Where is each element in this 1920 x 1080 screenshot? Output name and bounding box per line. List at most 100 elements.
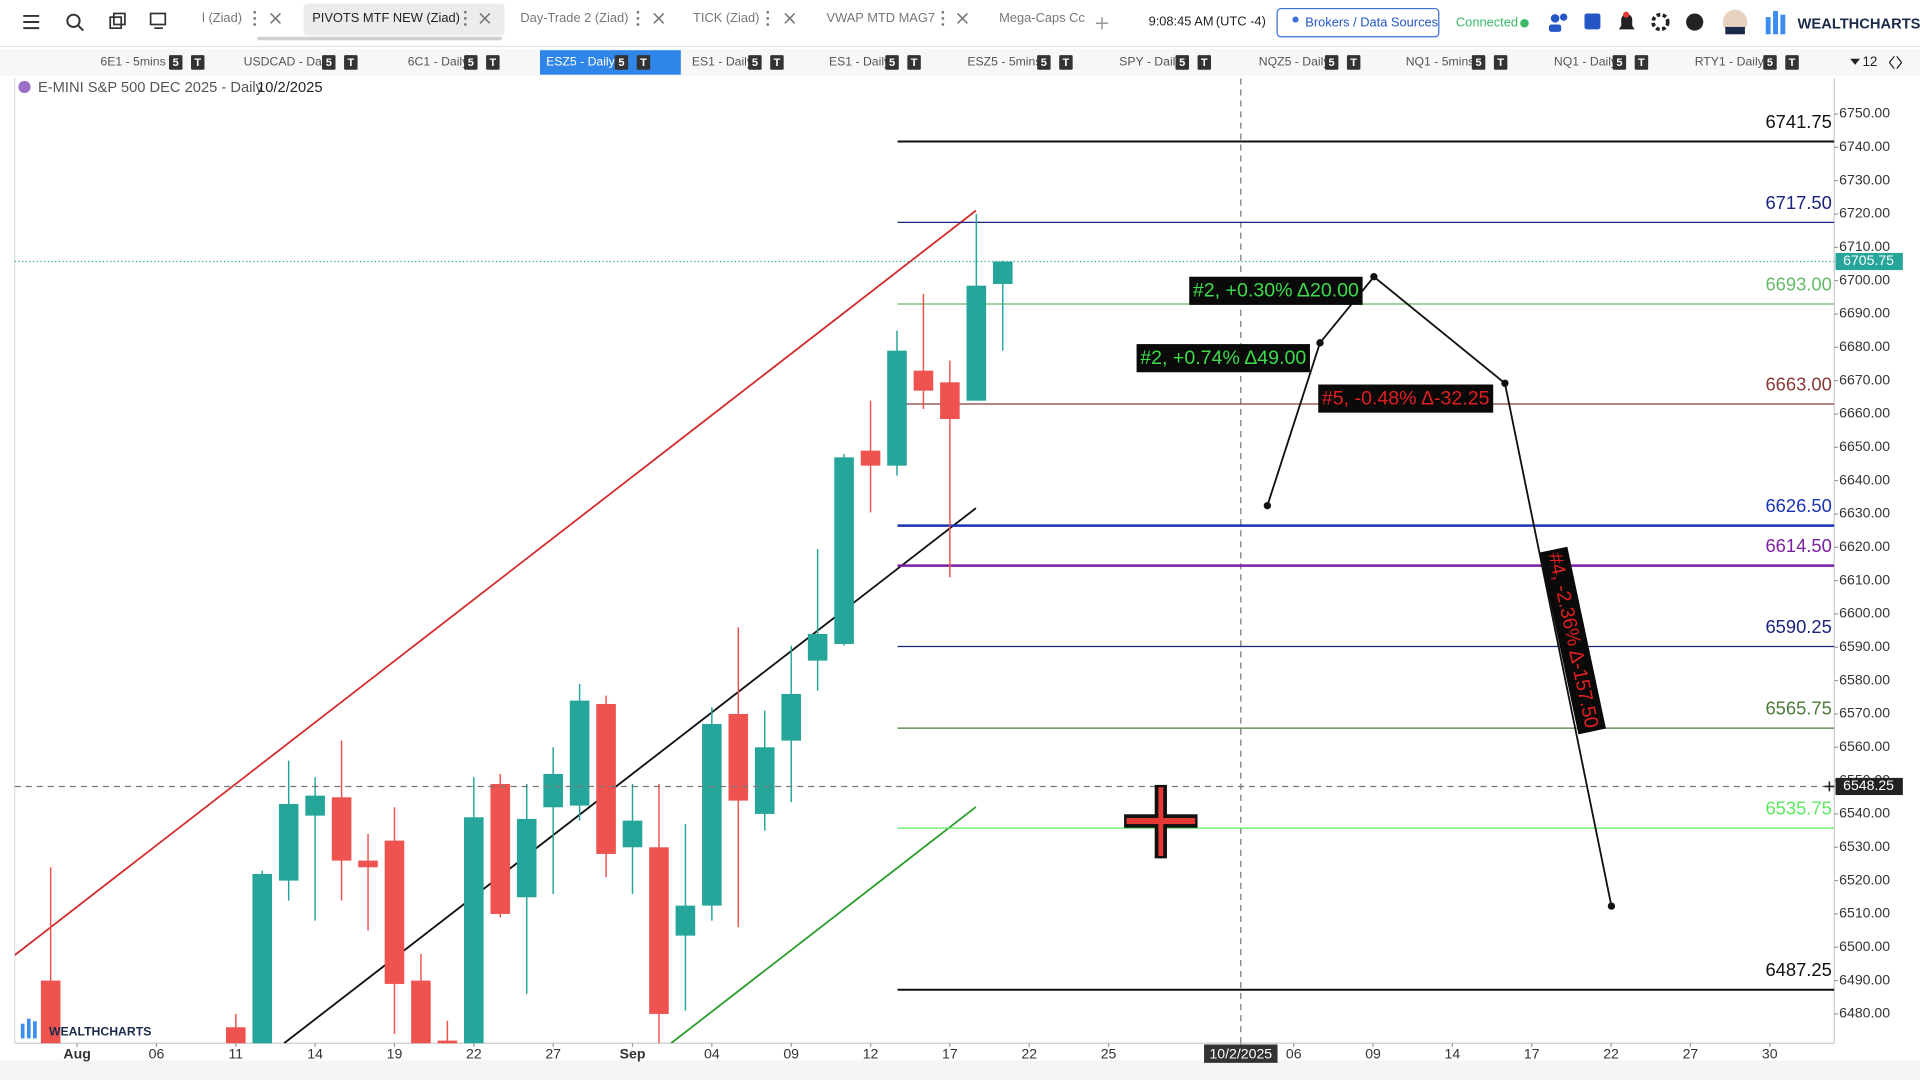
badge[interactable]: [1612, 55, 1627, 70]
x-tick-label: 27: [1683, 1046, 1699, 1062]
symbol-tab[interactable]: ES1 - Daily: [829, 55, 891, 69]
more-arrow[interactable]: [1850, 58, 1860, 65]
candle-body: [305, 795, 325, 816]
badge-label[interactable]: 5: [752, 57, 758, 69]
settings-icon[interactable]: [1651, 12, 1670, 32]
badge[interactable]: [344, 55, 358, 70]
badge[interactable]: [486, 55, 500, 70]
ai-icon[interactable]: [149, 12, 167, 30]
badge[interactable]: [1197, 55, 1212, 70]
badge[interactable]: [464, 55, 478, 70]
symbol-tab[interactable]: ES1 - Daily: [692, 55, 754, 69]
badge-label[interactable]: 5: [1041, 57, 1047, 69]
tab-close[interactable]: [270, 12, 281, 24]
badge[interactable]: [1785, 55, 1799, 70]
tab-close[interactable]: [479, 12, 491, 24]
badge[interactable]: [907, 55, 921, 70]
badge-label[interactable]: 5: [618, 57, 624, 69]
badge-label[interactable]: T: [347, 57, 354, 69]
symbol-tab[interactable]: 6E1 - 5mins: [100, 55, 165, 69]
badge-label[interactable]: T: [489, 57, 496, 69]
badge-label[interactable]: T: [774, 57, 781, 69]
badge[interactable]: [1763, 55, 1777, 70]
symbol-tab[interactable]: NQ1 - 5mins: [1406, 55, 1475, 69]
badge-label[interactable]: 5: [1329, 57, 1335, 69]
workspace-tab[interactable]: Mega-Caps Cc: [999, 10, 1085, 25]
symbol-tab[interactable]: 6C1 - Daily: [408, 55, 469, 69]
tab-close[interactable]: [653, 12, 665, 24]
badge[interactable]: [322, 55, 336, 70]
symbol-tab[interactable]: RTY1 - Daily: [1695, 55, 1765, 69]
candle-body: [543, 773, 563, 808]
symbol-tab[interactable]: ESZ5 - 5mins: [967, 55, 1041, 69]
candle-body: [516, 818, 537, 898]
workspace-tab[interactable]: TICK (Ziad): [693, 10, 759, 25]
expand-icon[interactable]: [1888, 55, 1903, 69]
badge-label[interactable]: T: [1638, 57, 1645, 69]
badge-label[interactable]: T: [194, 57, 201, 69]
badge-label[interactable]: T: [1350, 57, 1357, 69]
badge-label[interactable]: T: [640, 57, 647, 69]
y-tick-label: 6480.00: [1839, 1005, 1890, 1021]
badge[interactable]: [885, 55, 899, 70]
symbol-tab[interactable]: NQ1 - Daily: [1554, 55, 1618, 69]
badge-label[interactable]: 5: [1179, 57, 1185, 69]
badge[interactable]: [614, 55, 629, 70]
badge[interactable]: [1059, 55, 1073, 70]
badge[interactable]: [1037, 55, 1051, 70]
candle-body: [490, 783, 511, 914]
users-icon[interactable]: [1548, 13, 1568, 32]
badge-label[interactable]: 5: [889, 57, 895, 69]
badge-label[interactable]: T: [1789, 57, 1796, 69]
badge-label[interactable]: 5: [173, 57, 179, 69]
badge[interactable]: [1324, 55, 1339, 70]
brokers-button[interactable]: [1276, 7, 1440, 38]
badge[interactable]: [1346, 55, 1361, 70]
brokers-button-label[interactable]: Brokers / Data Sources: [1305, 15, 1438, 30]
active-tab[interactable]: [303, 3, 505, 36]
symbol-tab[interactable]: NQZ5 - Daily: [1259, 55, 1331, 69]
badge-label[interactable]: 5: [1476, 57, 1482, 69]
badge-label[interactable]: T: [1063, 57, 1070, 69]
badge-label[interactable]: T: [1201, 57, 1208, 69]
x-tick-label: 30: [1762, 1046, 1778, 1062]
x-tick-label: 06: [149, 1046, 165, 1062]
symbol-tab[interactable]: SPY - Daily: [1119, 55, 1182, 69]
badge[interactable]: [191, 55, 205, 70]
badge[interactable]: [168, 55, 183, 70]
search-icon[interactable]: [66, 13, 84, 32]
menu-icon[interactable]: [23, 14, 40, 30]
active-symbol-tab[interactable]: [540, 50, 681, 75]
layers-icon[interactable]: [109, 12, 126, 30]
save-icon[interactable]: [1584, 13, 1601, 30]
badge[interactable]: [636, 55, 651, 70]
badge[interactable]: [1471, 55, 1486, 70]
workspace-tab[interactable]: Day-Trade 2 (Ziad): [520, 10, 628, 25]
badge-label[interactable]: T: [1497, 57, 1504, 69]
badge-label[interactable]: 5: [326, 57, 332, 69]
annotation-box: [1318, 384, 1494, 413]
symbol-tab[interactable]: USDCAD - Daily: [244, 55, 335, 69]
annotation-box: [1539, 546, 1606, 735]
badge[interactable]: [1493, 55, 1508, 70]
badge-label[interactable]: 5: [1767, 57, 1773, 69]
badge[interactable]: [1175, 55, 1189, 70]
help-icon[interactable]: [1686, 13, 1704, 31]
candle-body: [596, 703, 616, 854]
symbol-tab[interactable]: ESZ5 - Daily: [546, 55, 616, 69]
badge-label[interactable]: 5: [1616, 57, 1622, 69]
badge[interactable]: [748, 55, 762, 70]
tab-close[interactable]: [956, 12, 968, 24]
tab-menu-dot: [941, 10, 945, 14]
badge-label[interactable]: T: [911, 57, 918, 69]
tab-close[interactable]: [784, 12, 796, 24]
add-tab[interactable]: [1095, 17, 1109, 30]
annotation: #2, +0.30% Δ20.00: [1189, 276, 1363, 305]
bell-icon[interactable]: [1618, 14, 1635, 30]
badge[interactable]: [1634, 55, 1649, 70]
badge-label[interactable]: 5: [468, 57, 474, 69]
workspace-tab[interactable]: l (Ziad): [202, 10, 242, 25]
workspace-tab[interactable]: PIVOTS MTF NEW (Ziad): [312, 10, 460, 25]
workspace-tab[interactable]: VWAP MTD MAG7: [827, 10, 935, 25]
badge[interactable]: [770, 55, 784, 70]
